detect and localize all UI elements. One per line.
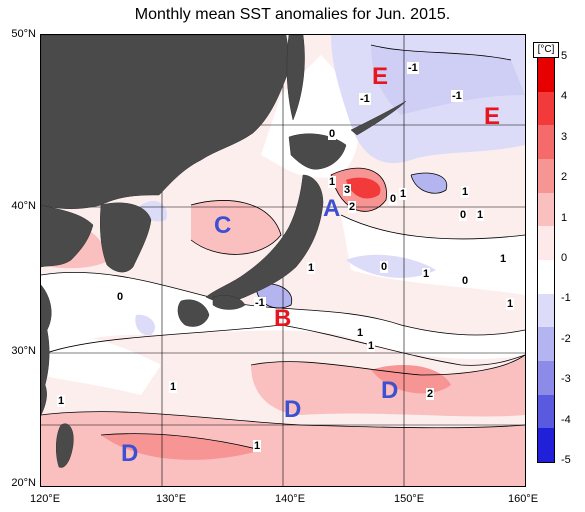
lon-label-160e: 160°E — [507, 493, 539, 505]
lon-label-130e: 130°E — [155, 493, 187, 505]
colorbar-segment — [538, 125, 554, 159]
contour-label: 1 — [356, 327, 365, 339]
colorbar-tick-label: 5 — [561, 50, 568, 62]
colorbar-segment — [538, 293, 554, 328]
colorbar-segment — [538, 159, 554, 193]
contour-label: 0 — [389, 193, 398, 205]
contour-label: -1 — [359, 93, 371, 105]
contour-label: 1 — [367, 340, 376, 352]
contour-label: 0 — [380, 261, 389, 273]
contour-label: 2 — [426, 388, 435, 400]
colorbar-tick-label: 3 — [561, 130, 568, 143]
contour-label: 0 — [328, 128, 337, 140]
colorbar-tick-label: -3 — [561, 373, 571, 386]
lon-label-150e: 150°E — [393, 493, 425, 505]
contour-label: 0 — [459, 209, 468, 221]
colorbar-tick-label: 4 — [561, 90, 568, 103]
contour-label: 1 — [169, 381, 178, 393]
colorbar — [537, 57, 555, 463]
colorbar-unit: [°C] — [533, 42, 559, 58]
lon-label-140e: 140°E — [274, 493, 306, 505]
sst-anomaly-field — [41, 35, 525, 486]
contour-label: 1 — [57, 395, 66, 407]
contour-label: 0 — [116, 291, 125, 303]
colorbar-tick-label: -1 — [561, 292, 571, 305]
contour-label: 1 — [253, 440, 262, 452]
colorbar-tick-label: 1 — [561, 211, 568, 224]
lon-label-120e: 120°E — [29, 493, 61, 505]
sst-anomaly-map: -1 -1 -1 0 1 3 2 0 1 1 0 1 1 0 1 1 0 1 -… — [40, 34, 526, 487]
colorbar-segment — [538, 226, 554, 260]
colorbar-segment — [538, 260, 554, 294]
contour-label: 1 — [476, 209, 485, 221]
colorbar-tick-label: -5 — [561, 454, 571, 466]
contour-label: 0 — [461, 275, 470, 287]
colorbar-segment — [538, 428, 554, 462]
colorbar-tick-label: 0 — [561, 252, 568, 264]
contour-label: 3 — [343, 184, 352, 196]
colorbar-tick-label: -4 — [561, 413, 571, 426]
region-label-a: A — [323, 195, 341, 222]
region-label-e: E — [372, 63, 389, 90]
colorbar-segment — [538, 394, 554, 429]
lat-label-20n: 20°N — [11, 477, 36, 489]
contour-label: 1 — [328, 176, 337, 188]
contour-label: 1 — [307, 262, 316, 274]
colorbar-segment — [538, 361, 554, 395]
colorbar-segment — [538, 192, 554, 227]
region-label-b: B — [274, 305, 292, 332]
contour-label: 1 — [499, 253, 508, 265]
contour-label: -1 — [407, 62, 419, 74]
region-label-e: E — [484, 103, 501, 130]
colorbar-tick-label: 2 — [561, 171, 568, 184]
colorbar-segment — [538, 58, 554, 92]
contour-label: 1 — [422, 268, 431, 280]
region-label-c: C — [214, 212, 232, 239]
contour-label: 1 — [461, 186, 470, 198]
lat-label-40n: 40°N — [11, 200, 36, 212]
lat-label-30n: 30°N — [11, 345, 36, 357]
lat-label-50n: 50°N — [11, 28, 36, 40]
region-label-d: D — [121, 440, 139, 467]
colorbar-segment — [538, 91, 554, 126]
region-label-d: D — [284, 396, 302, 423]
contour-label: -1 — [254, 297, 266, 309]
contour-label: 1 — [506, 298, 515, 310]
colorbar-tick-label: -2 — [561, 332, 571, 345]
contour-label: 1 — [399, 188, 408, 200]
colorbar-segment — [538, 327, 554, 361]
contour-label: 2 — [348, 201, 357, 213]
contour-label: -1 — [451, 90, 463, 102]
region-label-d: D — [381, 377, 399, 404]
map-title: Monthly mean SST anomalies for Jun. 2015… — [134, 6, 451, 23]
